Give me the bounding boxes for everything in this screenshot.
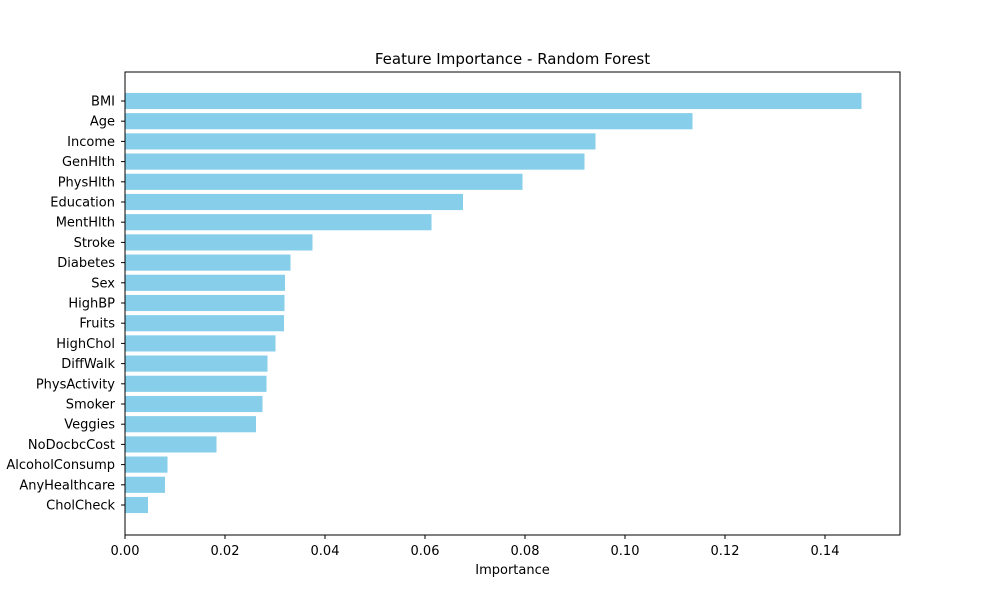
y-tick-label: CholCheck bbox=[46, 499, 115, 514]
bar-age bbox=[125, 113, 693, 130]
bar-diffwalk bbox=[125, 355, 268, 372]
bar-highbp bbox=[125, 294, 285, 312]
y-tick-label: Diabetes bbox=[57, 256, 115, 271]
y-tick-label: GenHlth bbox=[62, 155, 115, 170]
x-axis: 0.00 0.02 0.04 0.06 0.08 0.10 0.12 0.14 bbox=[111, 535, 840, 559]
bar-cholcheck bbox=[125, 496, 148, 514]
y-tick-label: Age bbox=[90, 115, 115, 130]
bar-anyhealthcare bbox=[125, 476, 165, 493]
bar-fruits bbox=[125, 315, 284, 332]
plot-area-frame bbox=[124, 71, 901, 536]
bar-education bbox=[125, 193, 463, 211]
x-tick-label: 0.08 bbox=[511, 544, 540, 559]
y-tick-label: Stroke bbox=[74, 236, 115, 251]
y-tick-label: Sex bbox=[91, 276, 115, 291]
chart-title: Feature Importance - Random Forest bbox=[375, 50, 650, 68]
bar-smoker bbox=[125, 395, 263, 413]
x-tick-label: 0.12 bbox=[711, 544, 740, 559]
y-tick-label: Fruits bbox=[79, 317, 115, 332]
bar-diabetes bbox=[125, 254, 291, 271]
x-tick-label: 0.14 bbox=[811, 544, 840, 559]
bar-income bbox=[125, 133, 596, 150]
x-axis-label: Importance bbox=[475, 563, 550, 578]
y-tick-label: Income bbox=[67, 135, 115, 150]
bar-physactivity bbox=[125, 375, 267, 392]
x-tick-label: 0.02 bbox=[211, 544, 240, 559]
y-axis: BMI Age Income GenHlth PhysHlth Education Ment… bbox=[6, 95, 125, 514]
x-tick-label: 0.10 bbox=[611, 544, 640, 559]
y-tick-label: BMI bbox=[91, 95, 115, 110]
bar-bmi bbox=[125, 92, 862, 110]
y-tick-label: PhysHlth bbox=[58, 175, 115, 190]
bar-stroke bbox=[125, 234, 313, 251]
bar-nodocbccost bbox=[125, 436, 217, 453]
bars-layer bbox=[125, 92, 862, 514]
x-tick-label: 0.04 bbox=[311, 544, 340, 559]
bar-highchol bbox=[125, 335, 276, 352]
y-tick-label: AlcoholConsump bbox=[6, 458, 115, 473]
y-tick-label: NoDocbcCost bbox=[28, 438, 115, 453]
y-tick-label: HighChol bbox=[56, 337, 115, 352]
y-tick-label: Veggies bbox=[64, 418, 115, 433]
y-tick-label: PhysActivity bbox=[36, 377, 115, 392]
y-tick-label: DiffWalk bbox=[61, 357, 115, 372]
y-tick-label: AnyHealthcare bbox=[19, 478, 115, 493]
bar-physhlth bbox=[125, 173, 523, 190]
bar-veggies bbox=[125, 416, 256, 433]
y-tick-label: Education bbox=[50, 196, 115, 211]
y-tick-label: HighBP bbox=[68, 297, 115, 312]
x-tick-label: 0.06 bbox=[411, 544, 440, 559]
y-tick-label: MentHlth bbox=[56, 216, 115, 231]
bar-menthlth bbox=[125, 214, 432, 231]
bar-alcoholconsump bbox=[125, 456, 168, 473]
bar-genhlth bbox=[125, 153, 585, 170]
bar-sex bbox=[125, 274, 285, 291]
y-tick-label: Smoker bbox=[66, 398, 116, 413]
x-tick-label: 0.00 bbox=[111, 544, 140, 559]
